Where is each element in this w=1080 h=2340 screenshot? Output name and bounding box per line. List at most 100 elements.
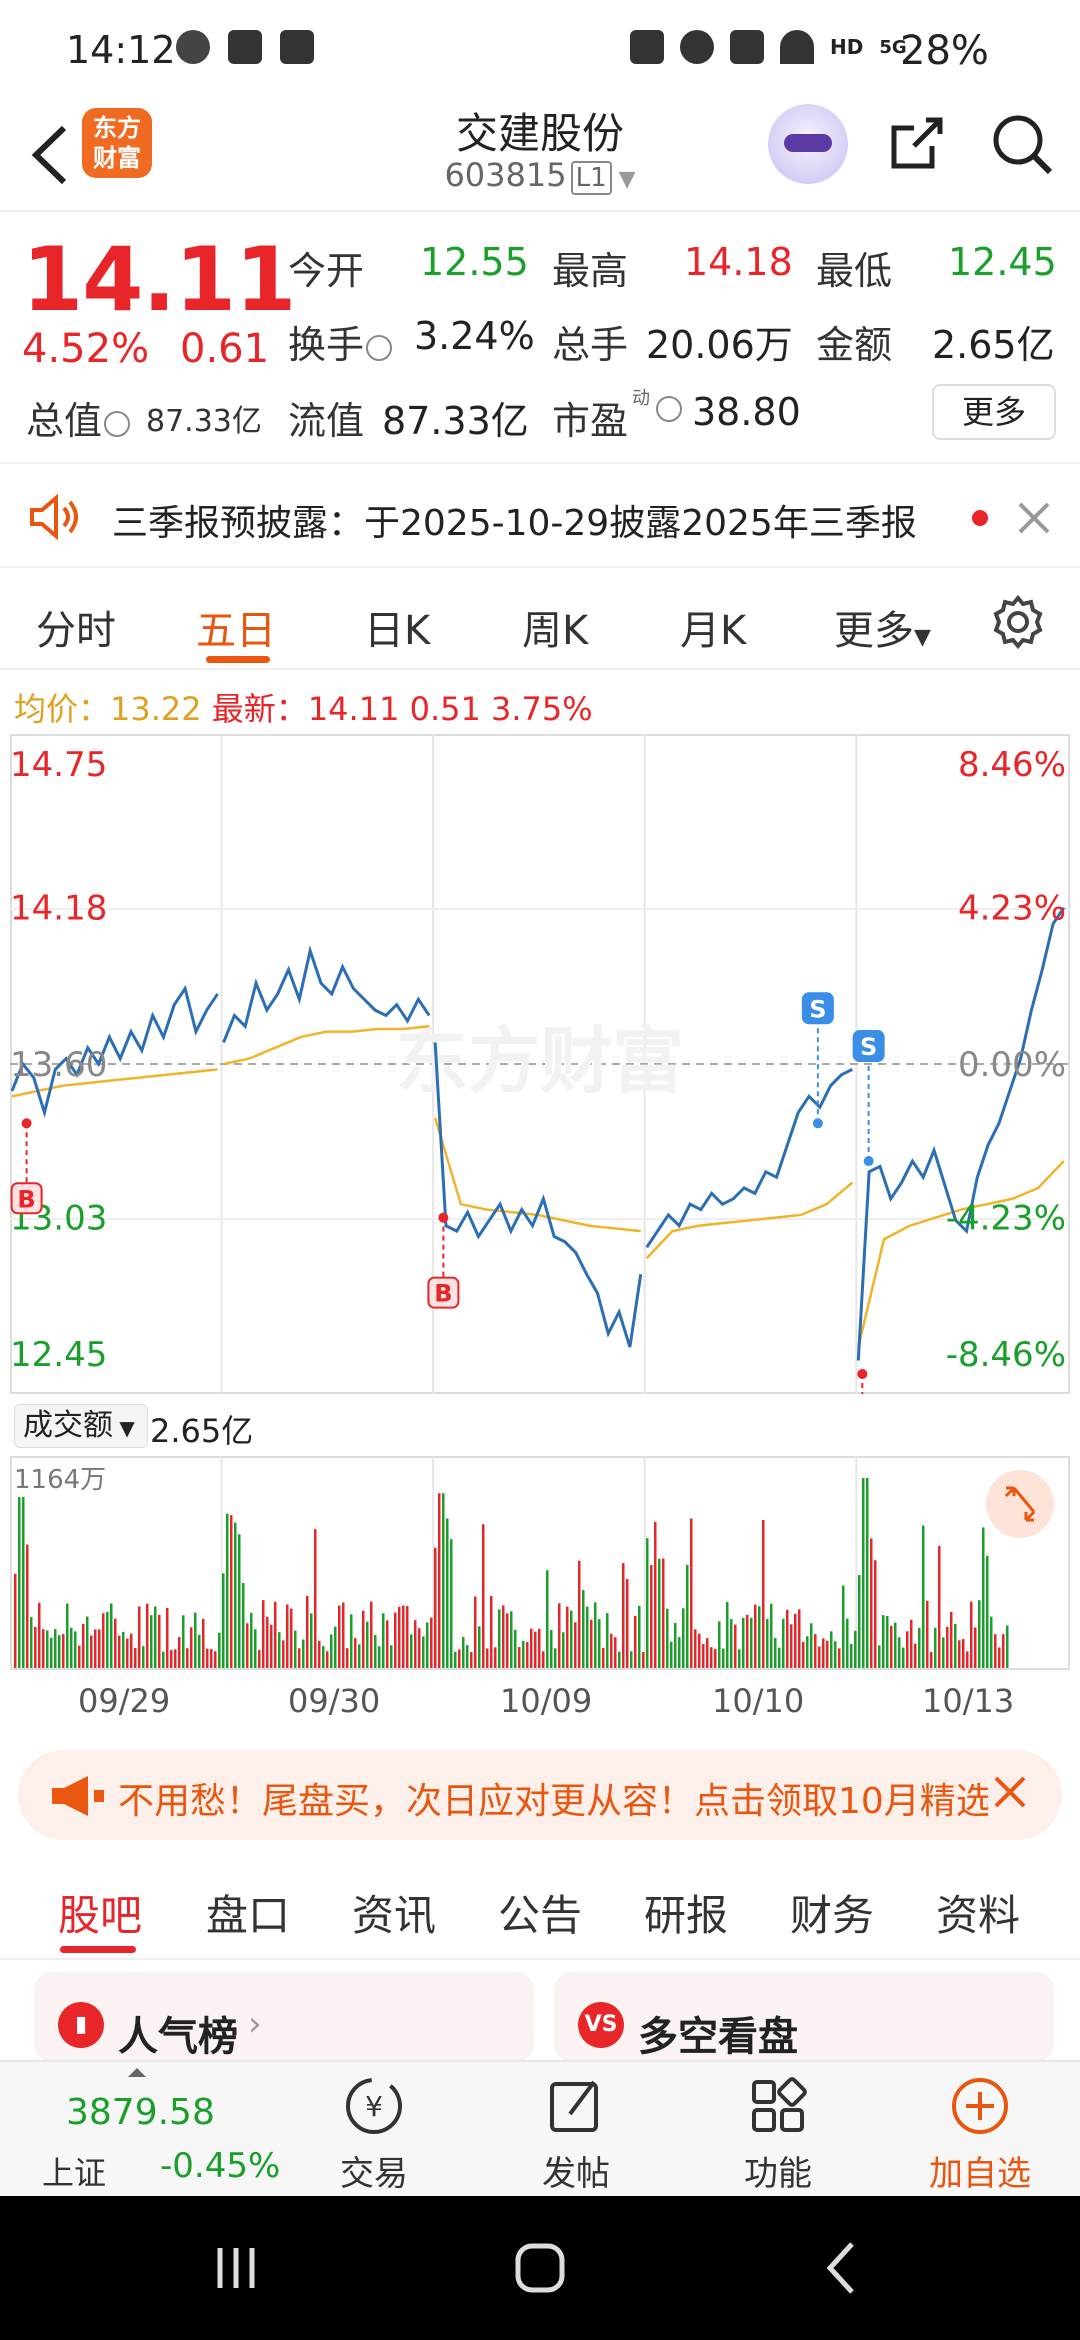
volume-total: 2.65亿: [150, 1412, 254, 1450]
volume-bar: [654, 1521, 657, 1668]
volume-bar: [370, 1601, 373, 1668]
volume-bar: [366, 1621, 369, 1668]
post-button[interactable]: 发帖: [476, 2062, 676, 2198]
tab-five-day[interactable]: 五日: [196, 608, 276, 654]
back-arrow-icon[interactable]: [22, 120, 82, 190]
popularity-card[interactable]: ▮ 人气榜 ›: [34, 1972, 534, 2062]
share-icon[interactable]: [886, 114, 946, 174]
volume-bar: [854, 1630, 857, 1668]
volume-bar: [986, 1555, 989, 1668]
info-icon[interactable]: [104, 410, 131, 437]
volume-bar: [926, 1600, 929, 1668]
avg-price-line: [223, 1025, 430, 1066]
volume-bar: [338, 1605, 341, 1668]
volume-bar: [798, 1609, 801, 1668]
volume-bar: [562, 1632, 565, 1668]
volume-bar: [226, 1513, 229, 1668]
trade-button[interactable]: ¥ 交易: [274, 2062, 474, 2198]
volume-bar: [134, 1648, 137, 1668]
tab-finance[interactable]: 财务: [790, 1891, 875, 1940]
info-icon[interactable]: [366, 334, 393, 361]
tab-profile[interactable]: 资料: [936, 1891, 1021, 1940]
volume-bar: [318, 1640, 321, 1668]
volume-bar: [662, 1558, 665, 1668]
close-icon[interactable]: [1016, 500, 1052, 536]
volume-bar: [902, 1647, 905, 1668]
more-quote-button[interactable]: 更多: [932, 384, 1056, 440]
recents-icon[interactable]: [206, 2238, 266, 2298]
volume-bar: [894, 1622, 897, 1668]
volume-bar: [670, 1641, 673, 1668]
tab-monthly-k[interactable]: 月K: [680, 608, 747, 654]
volume-bar: [974, 1627, 977, 1668]
trade-marker-dot: [438, 1212, 449, 1223]
volume-bar: [730, 1619, 733, 1668]
volume-bar: [594, 1602, 597, 1668]
tab-guba[interactable]: 股吧: [58, 1891, 143, 1940]
volume-bar: [574, 1622, 577, 1668]
chart-icon: ▮: [58, 2002, 104, 2048]
volume-bar: [742, 1617, 745, 1668]
volume-bar: [806, 1636, 809, 1668]
volume-bar: [778, 1647, 781, 1668]
avg-value: 13.22: [110, 690, 202, 728]
volume-bar: [346, 1648, 349, 1668]
volume-bar: [446, 1518, 449, 1668]
price-chart[interactable]: 东方财富14.7514.1813.6013.0312.458.46%4.23%0…: [10, 734, 1070, 1394]
volume-bar: [422, 1636, 425, 1668]
stock-code[interactable]: 603815 L1 ▼: [380, 156, 700, 195]
volume-bar: [470, 1652, 473, 1668]
functions-button[interactable]: 功能: [678, 2062, 878, 2198]
tab-announcements[interactable]: 公告: [498, 1891, 583, 1940]
volume-bar: [130, 1633, 133, 1668]
assistant-robot-icon[interactable]: [768, 104, 848, 184]
promo-banner[interactable]: 不用愁！尾盘买，次日应对更从容！点击领取10月精选: [18, 1750, 1062, 1840]
stock-code-value: 603815: [444, 156, 567, 194]
home-icon[interactable]: [510, 2238, 570, 2298]
tab-orderbook[interactable]: 盘口: [206, 1891, 291, 1940]
tab-more-label: 更多: [834, 608, 914, 654]
volume-bar: [126, 1638, 129, 1668]
y-axis-label-left: 13.60: [10, 1045, 107, 1085]
volume-bar: [434, 1547, 437, 1668]
back-icon[interactable]: [812, 2238, 872, 2298]
volume-selector[interactable]: 成交额 ▼: [14, 1404, 148, 1448]
volume-bar: [402, 1605, 405, 1668]
volume-max-label: 1164万: [14, 1465, 106, 1495]
add-watchlist-button[interactable]: 加自选: [880, 2062, 1080, 2198]
volume-bar: [490, 1596, 493, 1668]
tab-more[interactable]: 更多▼: [834, 598, 931, 656]
info-icon[interactable]: [656, 396, 682, 422]
latest-pct: 3.75%: [491, 690, 593, 728]
index-ticker[interactable]: 3879.58 上证 -0.45%: [0, 2062, 280, 2198]
volume-bar: [414, 1620, 417, 1668]
volume-bar: [898, 1637, 901, 1668]
volume-bar: [234, 1522, 237, 1668]
volume-chart[interactable]: 1164万: [10, 1456, 1070, 1670]
app-logo[interactable]: 东方财富: [82, 108, 152, 178]
volume-bar: [822, 1638, 825, 1668]
index-value: 3879.58: [66, 2092, 215, 2133]
volume-bar: [374, 1634, 377, 1668]
volume-bar: [910, 1619, 913, 1668]
tab-weekly-k[interactable]: 周K: [522, 608, 589, 654]
notice-bar[interactable]: 三季报预披露：于2025-10-29披露2025年三季报: [0, 462, 1080, 568]
volume-bar: [678, 1637, 681, 1668]
tab-research[interactable]: 研报: [644, 1891, 729, 1940]
volume-bar: [438, 1493, 441, 1668]
volume-bar: [698, 1633, 701, 1668]
volume-bar: [426, 1622, 429, 1668]
tab-news[interactable]: 资讯: [352, 1891, 437, 1940]
checkbox-icon: [280, 30, 314, 64]
long-short-card[interactable]: VS 多空看盘: [554, 1972, 1054, 2062]
volume-bar: [394, 1612, 397, 1668]
unread-dot: [972, 510, 988, 526]
volume-bar: [314, 1529, 317, 1668]
gear-icon[interactable]: [990, 594, 1046, 650]
close-icon[interactable]: [986, 1768, 1034, 1816]
tab-daily-k[interactable]: 日K: [364, 608, 431, 654]
search-icon[interactable]: [990, 112, 1054, 176]
tab-intraday[interactable]: 分时: [36, 608, 116, 654]
volume-bar: [390, 1645, 393, 1668]
volume-bar: [718, 1621, 721, 1668]
